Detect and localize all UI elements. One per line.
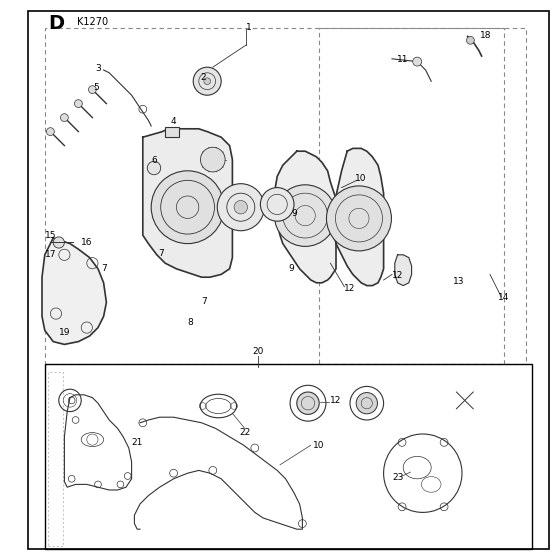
- Text: 16: 16: [81, 238, 92, 247]
- Circle shape: [147, 161, 161, 175]
- Polygon shape: [42, 238, 106, 344]
- Text: 11: 11: [398, 55, 409, 64]
- Text: 10: 10: [356, 174, 367, 183]
- Circle shape: [413, 57, 422, 66]
- Circle shape: [234, 200, 248, 214]
- Polygon shape: [274, 151, 336, 283]
- Bar: [319, 28, 526, 364]
- Polygon shape: [395, 255, 412, 286]
- Bar: [45, 28, 504, 364]
- Circle shape: [260, 188, 294, 221]
- Text: 23: 23: [392, 473, 403, 482]
- Text: 4: 4: [171, 117, 176, 126]
- Circle shape: [53, 237, 64, 248]
- Text: 6: 6: [151, 156, 157, 165]
- Circle shape: [151, 171, 224, 244]
- Bar: [45, 364, 532, 549]
- Text: 19: 19: [59, 328, 70, 337]
- Text: 21: 21: [132, 438, 143, 447]
- Polygon shape: [143, 129, 232, 277]
- Circle shape: [356, 393, 377, 414]
- Text: 13: 13: [454, 277, 465, 286]
- Text: 12: 12: [344, 284, 356, 293]
- Text: 10: 10: [314, 441, 325, 450]
- Text: 9: 9: [288, 264, 294, 273]
- Text: 9: 9: [291, 209, 297, 218]
- Text: 1: 1: [246, 23, 252, 32]
- Circle shape: [204, 78, 211, 85]
- Text: 3: 3: [95, 64, 101, 73]
- Bar: [165, 127, 179, 137]
- Text: 7: 7: [202, 297, 207, 306]
- Circle shape: [326, 186, 391, 251]
- Bar: [48, 372, 63, 546]
- Circle shape: [217, 184, 264, 231]
- Text: 15: 15: [45, 231, 56, 240]
- Circle shape: [60, 114, 68, 122]
- Circle shape: [46, 128, 54, 136]
- Circle shape: [466, 36, 474, 44]
- Circle shape: [88, 86, 96, 94]
- Circle shape: [297, 392, 319, 414]
- Circle shape: [74, 100, 82, 108]
- Text: 7: 7: [158, 249, 164, 258]
- Text: 2: 2: [200, 73, 206, 82]
- Text: D: D: [48, 14, 64, 33]
- Circle shape: [193, 67, 221, 95]
- Text: 7: 7: [101, 264, 106, 273]
- Text: 20: 20: [252, 347, 263, 356]
- Text: K1270: K1270: [77, 17, 108, 27]
- Text: 14: 14: [498, 293, 510, 302]
- Polygon shape: [333, 148, 384, 286]
- Circle shape: [200, 147, 225, 172]
- Text: 18: 18: [480, 31, 491, 40]
- Text: 22: 22: [239, 428, 250, 437]
- Text: 5: 5: [94, 83, 99, 92]
- Text: 8: 8: [188, 318, 193, 326]
- Text: 12: 12: [330, 396, 342, 405]
- Circle shape: [274, 185, 336, 246]
- Text: 17: 17: [45, 250, 56, 259]
- Text: 12: 12: [392, 271, 403, 280]
